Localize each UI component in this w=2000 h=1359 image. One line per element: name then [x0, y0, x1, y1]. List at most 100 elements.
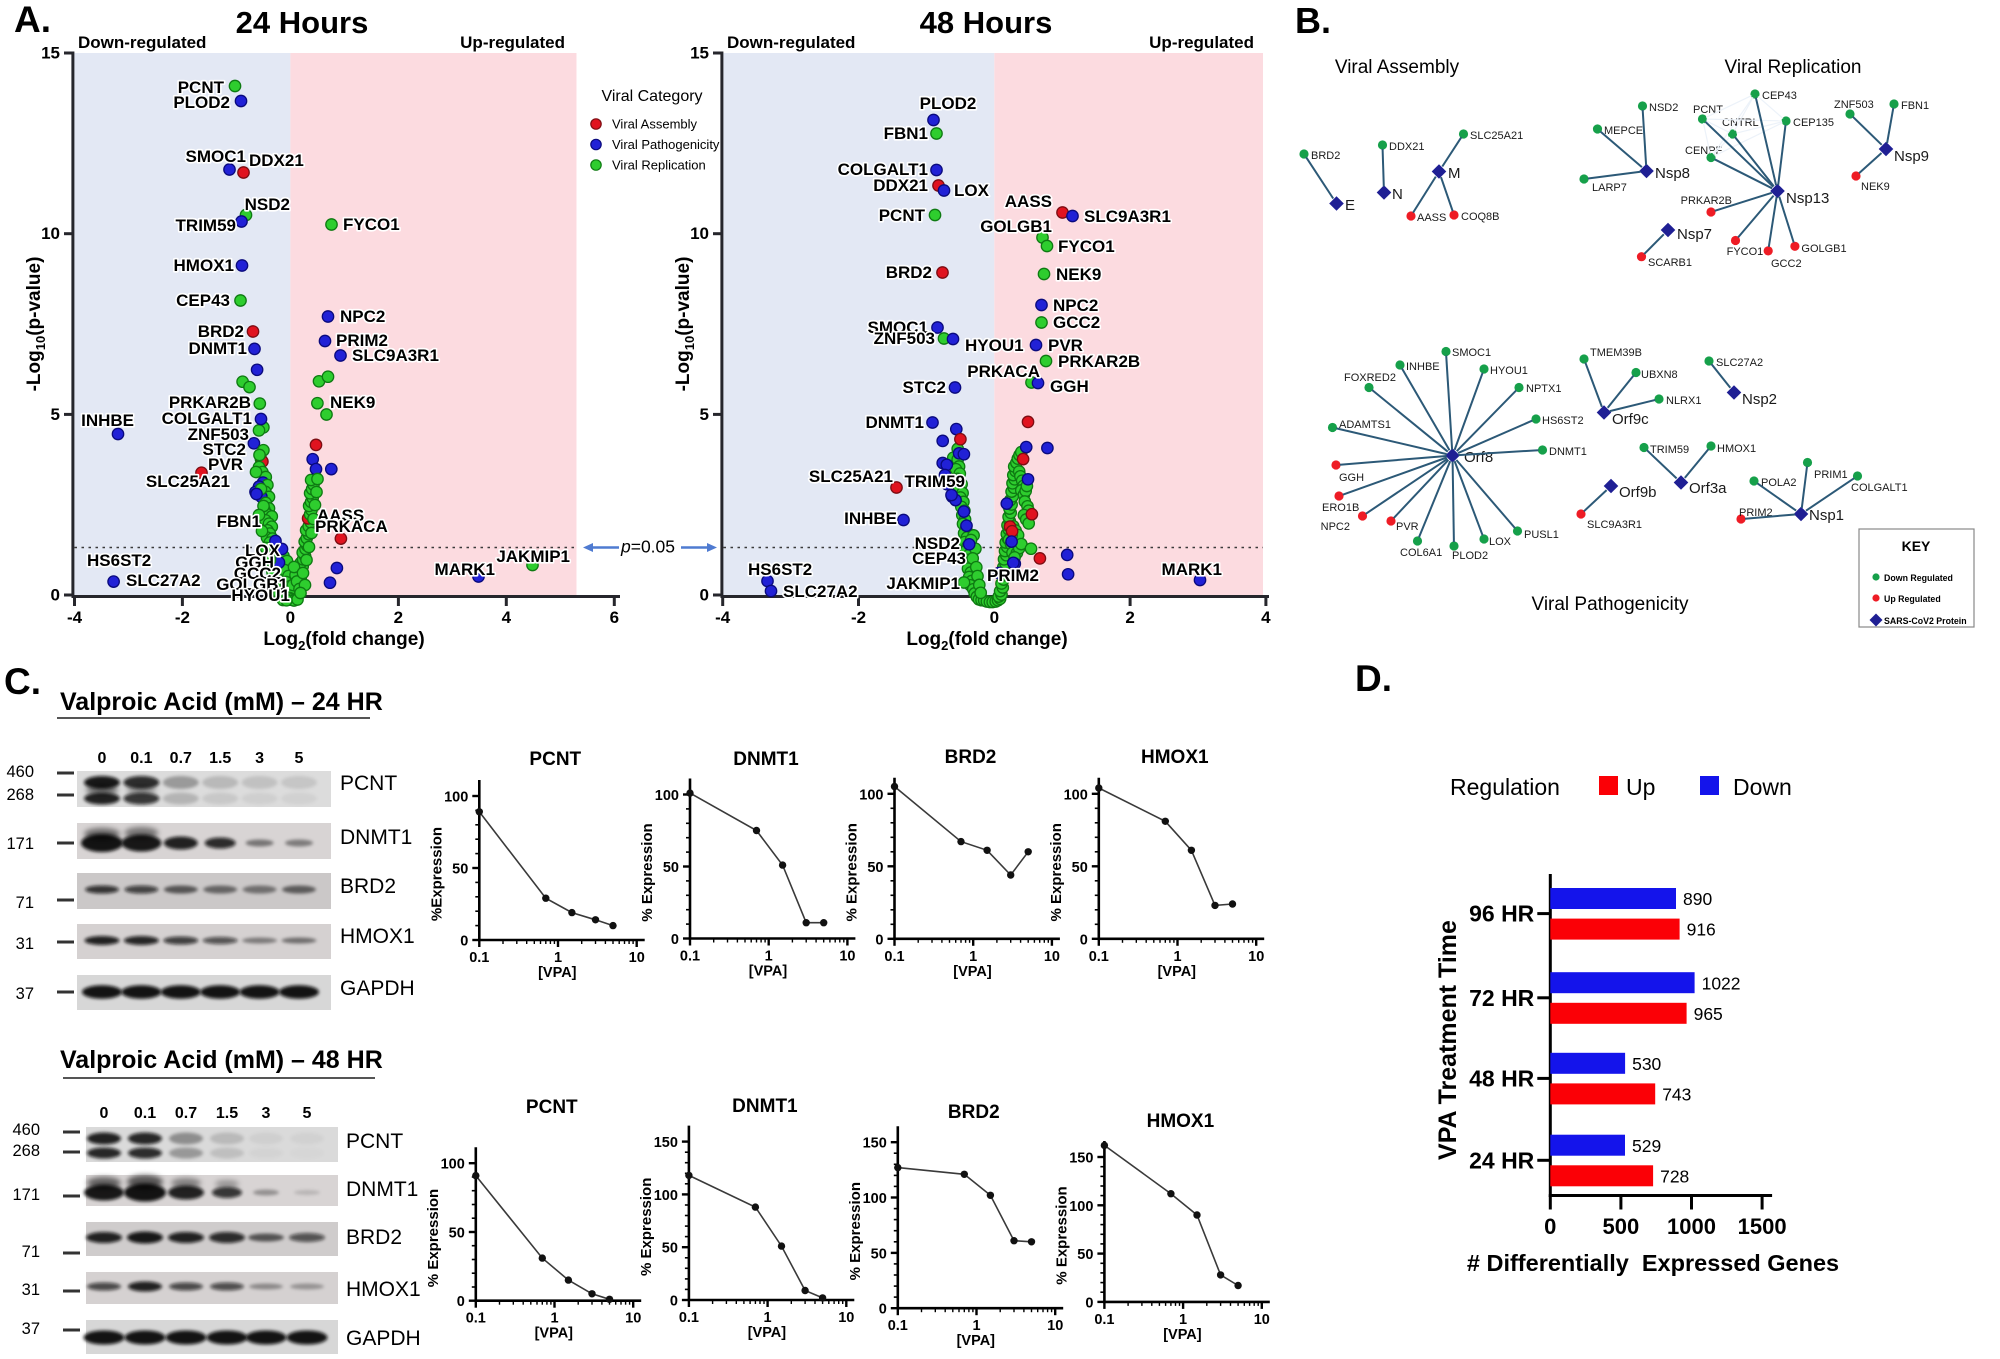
svg-text:0.1: 0.1	[469, 950, 489, 966]
svg-text:0.1: 0.1	[466, 1311, 486, 1327]
svg-text:NEK9: NEK9	[330, 393, 375, 412]
svg-text:Nsp13: Nsp13	[1786, 190, 1829, 207]
svg-text:0: 0	[671, 932, 679, 948]
svg-text:50: 50	[871, 1246, 887, 1262]
svg-text:% Expression: % Expression	[847, 1182, 864, 1280]
svg-text:0.1: 0.1	[134, 1105, 156, 1122]
svg-text:PCNT: PCNT	[526, 1097, 578, 1118]
svg-text:% Expression: % Expression	[1048, 823, 1065, 921]
svg-text:72 HR: 72 HR	[1469, 985, 1535, 1011]
svg-text:COQ8B: COQ8B	[1461, 211, 1500, 223]
svg-text:48 HR: 48 HR	[1469, 1065, 1535, 1091]
svg-text:0: 0	[990, 608, 999, 627]
svg-text:TMEM39B: TMEM39B	[1590, 347, 1642, 359]
svg-text:Viral Assembly: Viral Assembly	[1335, 57, 1460, 78]
svg-text:Valproic Acid (mM) – 24 HR: Valproic Acid (mM) – 24 HR	[60, 688, 383, 716]
svg-text:10: 10	[1254, 1312, 1270, 1328]
svg-text:10: 10	[41, 224, 60, 243]
svg-text:3: 3	[255, 750, 264, 767]
svg-text:HMOX1: HMOX1	[1717, 443, 1756, 455]
svg-text:10: 10	[690, 224, 709, 243]
svg-text:4: 4	[502, 608, 512, 627]
svg-text:AASS: AASS	[1005, 192, 1052, 211]
svg-text:INHBE: INHBE	[844, 509, 897, 528]
svg-text:DDX21: DDX21	[873, 176, 928, 195]
svg-text:M: M	[1448, 165, 1461, 182]
svg-text:ZNF503: ZNF503	[188, 425, 249, 444]
svg-text:71: 71	[22, 1243, 40, 1261]
svg-text:50: 50	[449, 1226, 465, 1242]
svg-text:15: 15	[41, 44, 60, 63]
svg-text:FOXRED2: FOXRED2	[1344, 372, 1396, 384]
svg-text:100: 100	[441, 1157, 465, 1173]
svg-text:0: 0	[700, 586, 709, 605]
svg-text:1: 1	[554, 950, 562, 966]
svg-text:NSD2: NSD2	[1649, 102, 1678, 114]
svg-text:PLOD2: PLOD2	[173, 93, 230, 112]
svg-text:31: 31	[16, 935, 34, 953]
svg-text:CEP43: CEP43	[912, 549, 966, 568]
svg-text:150: 150	[1069, 1151, 1093, 1167]
svg-text:NPTX1: NPTX1	[1526, 383, 1561, 395]
svg-text:SCARB1: SCARB1	[1648, 257, 1692, 269]
svg-text:0.1: 0.1	[1094, 1312, 1114, 1328]
svg-text:DNMT1: DNMT1	[733, 749, 799, 770]
svg-text:SLC27A2: SLC27A2	[1716, 357, 1763, 369]
svg-text:AASS: AASS	[317, 506, 364, 525]
svg-text:LOX: LOX	[1489, 536, 1512, 548]
svg-text:2: 2	[1125, 608, 1134, 627]
svg-text:100: 100	[859, 787, 883, 803]
svg-text:5: 5	[295, 750, 304, 767]
svg-text:Log2(fold change): Log2(fold change)	[906, 629, 1067, 653]
svg-text:1: 1	[1179, 1312, 1187, 1328]
svg-text:PVR: PVR	[1048, 336, 1083, 355]
svg-text:NPC2: NPC2	[340, 307, 385, 326]
svg-text:PCNT: PCNT	[346, 1130, 403, 1153]
svg-text:p=0.05: p=0.05	[620, 537, 675, 557]
svg-text:TRIM59: TRIM59	[905, 472, 965, 491]
svg-text:0: 0	[1085, 1295, 1093, 1311]
svg-text:SMOC1: SMOC1	[868, 318, 928, 337]
svg-text:COLGALT1: COLGALT1	[838, 160, 928, 179]
svg-text:50: 50	[663, 860, 679, 876]
svg-text:PCNT: PCNT	[340, 772, 397, 795]
svg-text:Valproic Acid (mM) – 48 HR: Valproic Acid (mM) – 48 HR	[60, 1046, 383, 1074]
svg-text:150: 150	[863, 1136, 887, 1152]
svg-text:[VPA]: [VPA]	[535, 1326, 574, 1342]
svg-text:Down-regulated: Down-regulated	[727, 33, 855, 52]
svg-text:% Expression: % Expression	[844, 823, 861, 921]
svg-text:DNMT1: DNMT1	[1549, 446, 1587, 458]
svg-text:% Expression: % Expression	[639, 823, 656, 921]
svg-text:171: 171	[6, 835, 34, 853]
svg-text:GCC2: GCC2	[1053, 313, 1100, 332]
svg-text:10: 10	[1044, 949, 1060, 965]
svg-text:Down Regulated: Down Regulated	[1884, 573, 1953, 583]
svg-text:0.1: 0.1	[679, 1310, 699, 1326]
svg-text:15: 15	[690, 44, 709, 63]
svg-text:6: 6	[610, 608, 619, 627]
svg-text:PCNT: PCNT	[1693, 104, 1723, 116]
svg-text:728: 728	[1660, 1166, 1689, 1186]
svg-text:Orf9c: Orf9c	[1612, 411, 1649, 428]
svg-text:PRKAR2B: PRKAR2B	[1681, 195, 1732, 207]
svg-text:5: 5	[303, 1105, 312, 1122]
svg-text:Nsp7: Nsp7	[1677, 226, 1712, 243]
svg-text:HYOU1: HYOU1	[1490, 365, 1528, 377]
svg-text:DDX21: DDX21	[1389, 141, 1424, 153]
svg-text:JAKMIP1: JAKMIP1	[496, 547, 570, 566]
svg-text:STC2: STC2	[903, 378, 946, 397]
svg-text:1.5: 1.5	[216, 1105, 238, 1122]
svg-text:A.: A.	[14, 0, 51, 40]
svg-text:5: 5	[51, 405, 60, 424]
svg-text:96 HR: 96 HR	[1469, 901, 1535, 927]
svg-text:SLC9A3R1: SLC9A3R1	[1587, 519, 1642, 531]
svg-text:100: 100	[1069, 1199, 1093, 1215]
svg-text:HMOX1: HMOX1	[174, 256, 234, 275]
svg-text:BRD2: BRD2	[198, 322, 244, 341]
svg-text:Orf9b: Orf9b	[1619, 484, 1657, 501]
svg-text:PLOD2: PLOD2	[1452, 550, 1488, 562]
svg-text:Viral Category: Viral Category	[601, 88, 702, 105]
svg-text:% Expression: % Expression	[638, 1178, 655, 1276]
svg-text:1000: 1000	[1667, 1214, 1716, 1239]
svg-text:890: 890	[1683, 889, 1712, 909]
